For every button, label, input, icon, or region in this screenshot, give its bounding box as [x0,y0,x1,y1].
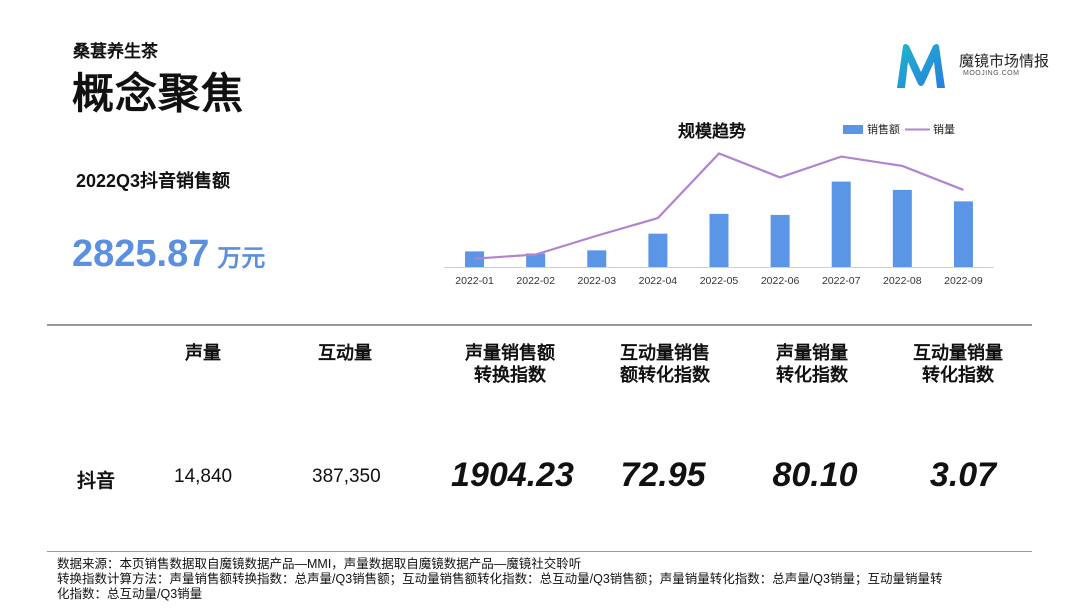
chart-legend: 销售额 销量 [843,122,955,136]
x-tick-label: 2022-02 [516,275,555,287]
series-line-volume [474,152,964,260]
col-header-voice-sales-index: 声量销售额 转换指数 [465,343,555,385]
col-header-interaction-sales-index: 互动量销售 额转化指数 [620,343,710,385]
footnote-method: 转换指数计算方法：声量销售额转换指数：总声量/Q3销售额；互动量销售额转化指数：… [57,572,943,586]
sales-label: 2022Q3抖音销售额 [76,171,231,191]
footnote-method-cont: 化指数：总互动量/Q3销量 [57,587,203,601]
cell-interaction-volume-index: 3.07 [929,456,997,494]
col-header-interaction: 互动量 [318,343,372,363]
cell-interaction-sales-index: 72.95 [620,456,706,494]
footer-divider [47,551,1032,552]
bar-2022-02 [526,253,546,267]
cell-voice-volume-index: 80.10 [772,456,858,494]
bar-2022-07 [831,181,851,267]
bar-2022-06 [770,214,790,267]
bar-2022-01 [465,251,485,267]
legend-swatch-bar [843,125,863,134]
cell-voice: 14,840 [174,466,233,487]
x-tick-label: 2022-03 [578,275,617,287]
x-tick-label: 2022-09 [944,275,983,287]
legend-label-line: 销量 [933,122,955,136]
logo-name: 魔镜市场情报 [959,53,1050,70]
col-header-voice: 声量 [185,343,221,363]
footnote: 数据来源：本页销售数据取自魔镜数据产品—MMI，声量数据取自魔镜数据产品—魔镜社… [57,557,1017,602]
section-divider [47,324,1032,326]
footnote-source: 数据来源：本页销售数据取自魔镜数据产品—MMI，声量数据取自魔镜数据产品—魔镜社… [57,557,582,571]
bar-2022-04 [648,233,668,267]
x-tick-label: 2022-01 [455,275,494,287]
bar-2022-09 [953,201,973,267]
bar-2022-05 [709,213,729,267]
x-tick-label: 2022-04 [639,275,678,287]
row-label-douyin: 抖音 [77,471,116,492]
col-header-voice-volume-index: 声量销量 转化指数 [776,343,848,385]
sales-value: 2825.87 万元 [72,233,265,276]
moojing-logo-icon [897,44,945,88]
legend-label-bar: 销售额 [867,122,900,136]
x-tick-label: 2022-06 [761,275,800,287]
trend-chart: 规模趋势 销售额 销量 2022-01 2022-02 2022-03 2022-04… [444,121,994,287]
sales-number: 2825.87 [72,233,210,275]
cell-voice-sales-index: 1904.23 [451,456,574,494]
cell-interaction: 387,350 [312,466,381,487]
page-title: 概念聚焦 [72,70,245,117]
x-tick-label: 2022-08 [883,275,922,287]
x-tick-label: 2022-05 [700,275,739,287]
page-subtitle: 桑葚养生茶 [73,42,158,61]
col-header-interaction-volume-index: 互动量销量 转化指数 [913,343,1003,385]
sales-unit: 万元 [217,245,266,272]
x-tick-label: 2022-07 [822,275,861,287]
bar-2022-08 [892,189,912,267]
chart-title: 规模趋势 [678,121,746,141]
brand-logo: 魔镜市场情报 MOOJING.COM [893,40,1053,92]
bar-2022-03 [587,250,607,267]
logo-domain: MOOJING.COM [963,70,1020,77]
